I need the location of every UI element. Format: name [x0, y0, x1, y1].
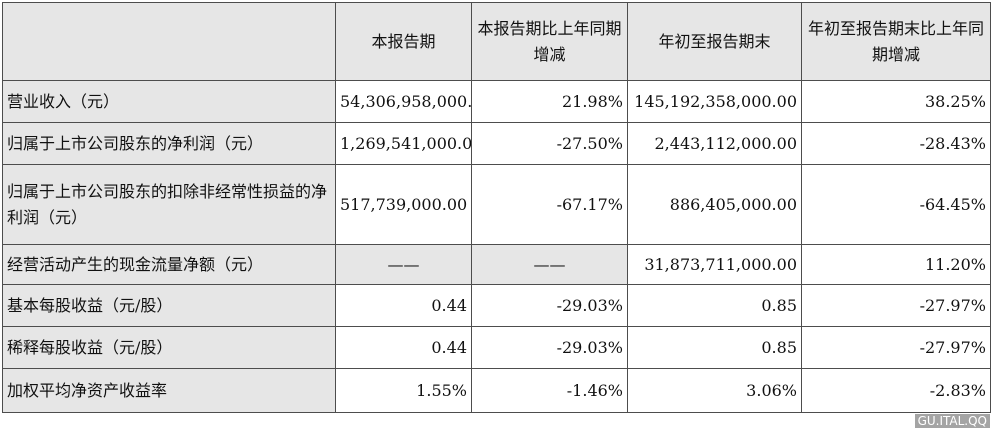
cell-current-change: -67.17% — [471, 164, 628, 245]
header-ytd-change: 年初至报告期末比上年同期增减 — [801, 2, 991, 81]
header-row: 本报告期 本报告期比上年同期增减 年初至报告期末 年初至报告期末比上年同期增减 — [2, 2, 991, 81]
cell-current-period: 1,269,541,000.00 — [335, 122, 472, 165]
row-label-diluted-eps: 稀释每股收益（元/股） — [2, 326, 336, 369]
cell-current-period: 0.44 — [335, 284, 472, 327]
cell-current-change: -29.03% — [471, 326, 628, 369]
cell-ytd: 2,443,112,000.00 — [627, 122, 802, 165]
row-label-weighted-roe: 加权平均净资产收益率 — [2, 368, 336, 413]
row-label-basic-eps: 基本每股收益（元/股） — [2, 284, 336, 327]
cell-current-change: —— — [471, 244, 628, 285]
cell-current-change: 21.98% — [471, 80, 628, 123]
table-row: 基本每股收益（元/股） 0.44 -29.03% 0.85 -27.97% — [2, 284, 991, 327]
cell-ytd: 0.85 — [627, 326, 802, 369]
table-row: 归属于上市公司股东的扣除非经常性损益的净利润（元） 517,739,000.00… — [2, 164, 991, 245]
table-row: 营业收入（元） 54,306,958,000.00 21.98% 145,192… — [2, 80, 991, 123]
cell-ytd-change: -64.45% — [801, 164, 991, 245]
financial-summary-table: 本报告期 本报告期比上年同期增减 年初至报告期末 年初至报告期末比上年同期增减 … — [2, 2, 991, 413]
table-row: 稀释每股收益（元/股） 0.44 -29.03% 0.85 -27.97% — [2, 326, 991, 369]
cell-current-period: 0.44 — [335, 326, 472, 369]
cell-ytd: 145,192,358,000.00 — [627, 80, 802, 123]
cell-current-change: -1.46% — [471, 368, 628, 413]
cell-ytd: 886,405,000.00 — [627, 164, 802, 245]
cell-ytd-change: 11.20% — [801, 244, 991, 285]
watermark: GU.ITAL.QQ — [914, 414, 990, 428]
header-ytd: 年初至报告期末 — [627, 2, 802, 81]
table-row: 归属于上市公司股东的净利润（元） 1,269,541,000.00 -27.50… — [2, 122, 991, 165]
header-current-period: 本报告期 — [335, 2, 472, 81]
header-item-cell — [2, 2, 336, 81]
cell-current-period: 54,306,958,000.00 — [335, 80, 472, 123]
cell-current-change: -27.50% — [471, 122, 628, 165]
cell-current-period: 517,739,000.00 — [335, 164, 472, 245]
row-label-revenue: 营业收入（元） — [2, 80, 336, 123]
cell-ytd-change: -2.83% — [801, 368, 991, 413]
cell-current-period: —— — [335, 244, 472, 285]
cell-ytd-change: -27.97% — [801, 284, 991, 327]
cell-ytd-change: 38.25% — [801, 80, 991, 123]
cell-ytd: 0.85 — [627, 284, 802, 327]
header-current-change: 本报告期比上年同期增减 — [471, 2, 628, 81]
table-row: 经营活动产生的现金流量净额（元） —— —— 31,873,711,000.00… — [2, 244, 991, 285]
cell-current-period: 1.55% — [335, 368, 472, 413]
cell-ytd: 3.06% — [627, 368, 802, 413]
row-label-operating-cash-flow: 经营活动产生的现金流量净额（元） — [2, 244, 336, 285]
cell-ytd: 31,873,711,000.00 — [627, 244, 802, 285]
cell-ytd-change: -28.43% — [801, 122, 991, 165]
cell-current-change: -29.03% — [471, 284, 628, 327]
row-label-net-profit-excl-nonrecurring: 归属于上市公司股东的扣除非经常性损益的净利润（元） — [2, 164, 336, 245]
table-row: 加权平均净资产收益率 1.55% -1.46% 3.06% -2.83% — [2, 368, 991, 413]
row-label-net-profit: 归属于上市公司股东的净利润（元） — [2, 122, 336, 165]
cell-ytd-change: -27.97% — [801, 326, 991, 369]
